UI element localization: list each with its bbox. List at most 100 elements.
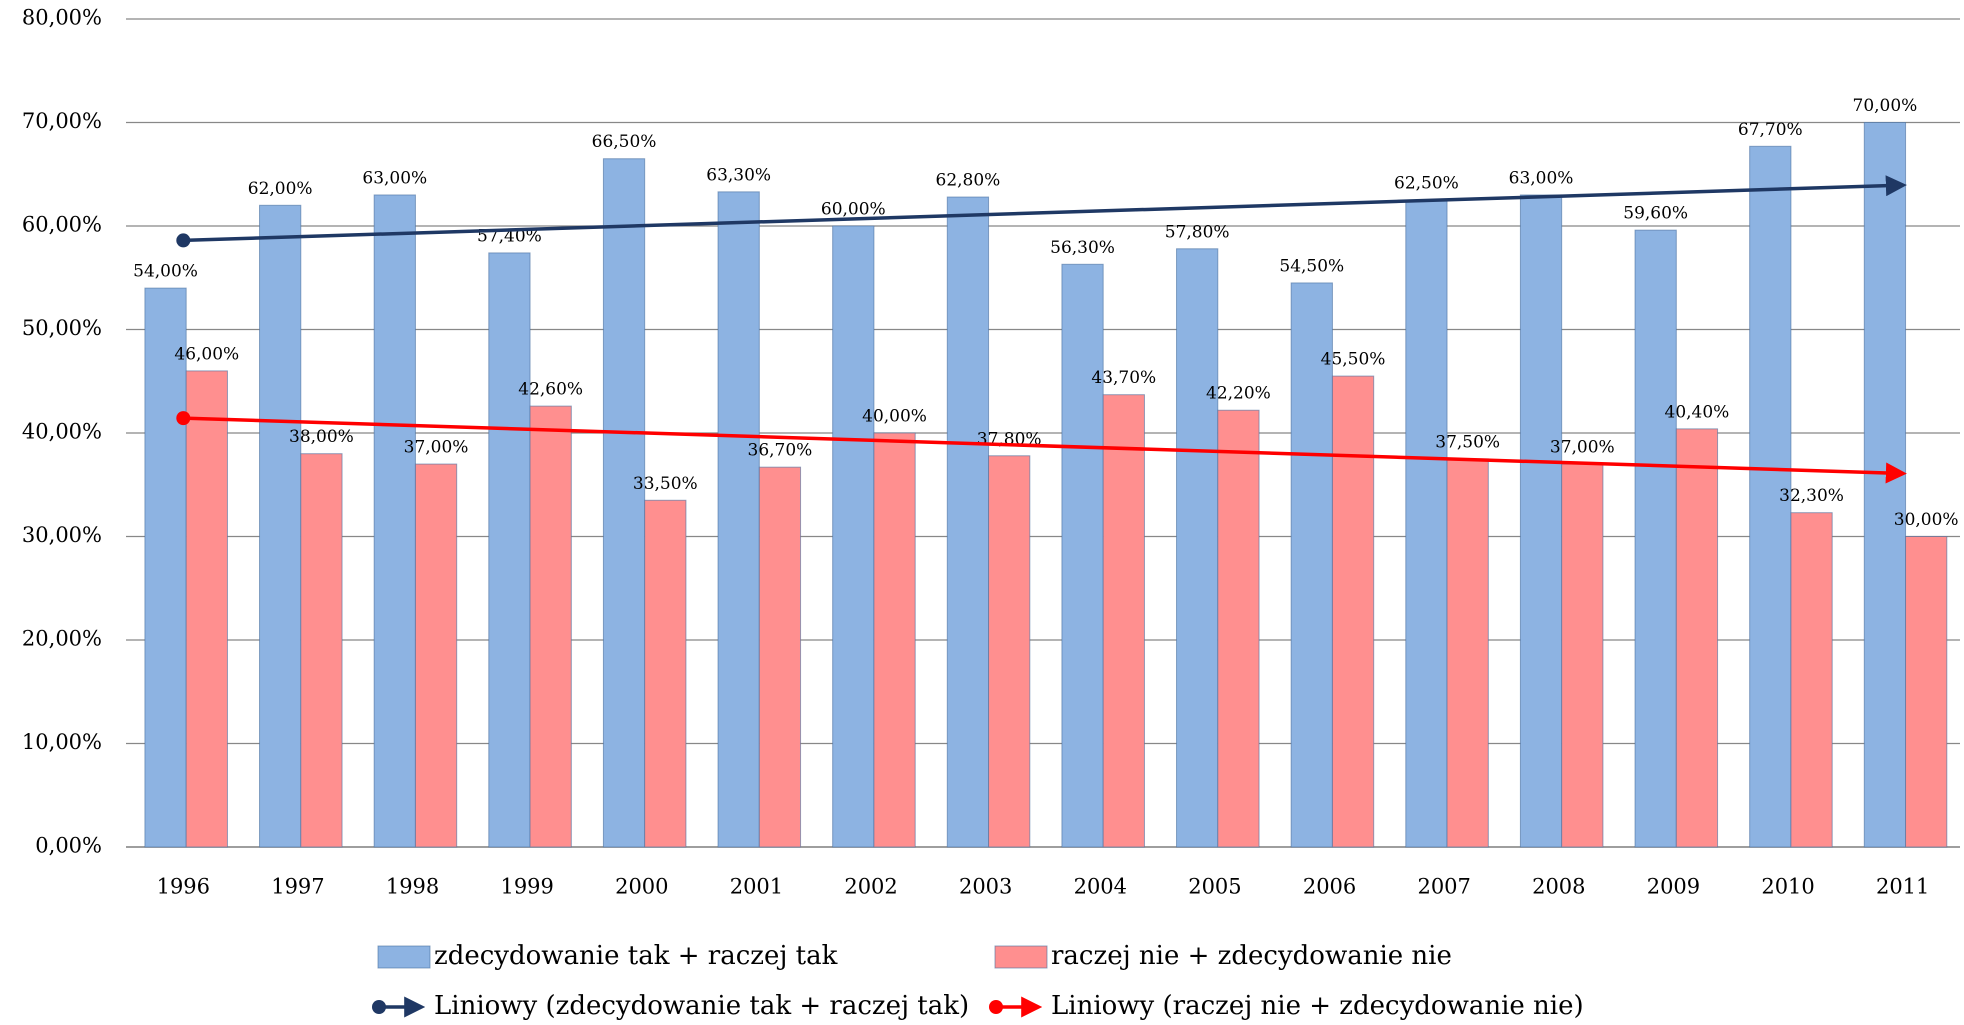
data-label: 60,00% <box>821 200 886 220</box>
data-label: 46,00% <box>174 344 239 364</box>
bar <box>1561 463 1604 848</box>
bar <box>259 204 302 848</box>
data-label: 66,50% <box>592 132 657 152</box>
legend-label: raczej nie + zdecydowanie nie <box>1051 941 1452 971</box>
data-label: 63,00% <box>362 168 427 188</box>
x-tick-label: 1999 <box>500 875 553 899</box>
data-label: 67,70% <box>1738 120 1803 140</box>
data-label: 38,00% <box>289 427 354 447</box>
data-label: 63,00% <box>1509 168 1574 188</box>
bar <box>1061 263 1104 848</box>
bar <box>488 252 531 848</box>
bar <box>873 432 916 848</box>
y-tick-label: 70,00% <box>22 109 102 133</box>
bar <box>758 466 802 848</box>
bar <box>373 194 416 848</box>
bar <box>1519 194 1563 848</box>
bar <box>185 370 228 848</box>
legend-trend-dot <box>372 1000 386 1014</box>
data-label: 40,40% <box>1665 402 1730 422</box>
x-tick-label: 2006 <box>1303 875 1356 899</box>
data-label: 54,00% <box>133 262 198 282</box>
data-label: 70,00% <box>1853 96 1918 116</box>
legend-label: zdecydowanie tak + raczej tak <box>434 941 838 971</box>
y-tick-label: 30,00% <box>22 523 102 547</box>
data-label: 33,50% <box>633 474 698 494</box>
data-label: 32,30% <box>1779 486 1844 506</box>
bar <box>1790 512 1833 848</box>
bar <box>1446 458 1489 848</box>
x-tick-label: 2004 <box>1074 875 1127 899</box>
x-tick-label: 2009 <box>1647 875 1700 899</box>
bar <box>1176 248 1219 848</box>
bar <box>602 158 646 848</box>
bar <box>988 455 1031 848</box>
bar <box>1290 282 1333 848</box>
trend-line <box>183 416 1907 484</box>
data-label: 42,60% <box>518 380 583 400</box>
x-tick-label: 1996 <box>157 875 210 899</box>
bar <box>529 405 572 848</box>
data-label: 62,80% <box>936 171 1001 191</box>
data-label: 45,50% <box>1321 350 1386 370</box>
bar <box>1749 145 1792 848</box>
bar <box>832 225 875 848</box>
data-label: 42,20% <box>1206 384 1271 404</box>
data-label: 37,00% <box>404 438 469 458</box>
bar <box>1331 375 1375 848</box>
x-tick-label: 1998 <box>386 875 439 899</box>
data-label: 62,50% <box>1394 174 1459 194</box>
legend-trend-dot <box>989 1000 1003 1014</box>
bar <box>414 463 458 848</box>
legend-swatch <box>377 945 431 969</box>
y-tick-label: 80,00% <box>22 6 102 30</box>
bar <box>300 453 343 848</box>
bar <box>717 191 760 848</box>
legend-label: Liniowy (zdecydowanie tak + raczej tak) <box>434 991 969 1021</box>
data-label: 36,70% <box>748 441 813 461</box>
legend-swatch <box>994 945 1048 969</box>
trend-start <box>176 233 191 248</box>
data-label: 54,50% <box>1279 256 1344 276</box>
x-tick-label: 2005 <box>1188 875 1241 899</box>
bar <box>1217 409 1260 848</box>
trend-line <box>183 175 1907 243</box>
y-tick-label: 50,00% <box>22 316 102 340</box>
data-label: 62,00% <box>248 179 313 199</box>
x-tick-label: 2010 <box>1761 875 1814 899</box>
data-label: 57,80% <box>1165 222 1230 242</box>
x-tick-label: 2000 <box>615 875 668 899</box>
x-tick-label: 2007 <box>1417 875 1470 899</box>
data-label: 56,30% <box>1050 238 1115 258</box>
bar <box>1634 229 1677 848</box>
bar <box>144 287 187 848</box>
bar <box>1405 199 1448 848</box>
bar <box>1675 428 1719 848</box>
x-tick-label: 2011 <box>1876 875 1929 899</box>
legend-label: Liniowy (raczej nie + zdecydowanie nie) <box>1051 991 1584 1021</box>
bar <box>1863 122 1907 848</box>
y-tick-label: 20,00% <box>22 627 102 651</box>
data-label: 30,00% <box>1894 510 1959 530</box>
data-label: 40,00% <box>862 407 927 427</box>
data-label: 37,50% <box>1435 432 1500 452</box>
x-tick-label: 2008 <box>1532 875 1585 899</box>
bar <box>946 196 990 848</box>
data-label: 43,70% <box>1091 368 1156 388</box>
y-tick-label: 0,00% <box>35 834 102 858</box>
bar <box>1102 394 1145 848</box>
data-label: 37,00% <box>1550 438 1615 458</box>
y-tick-label: 40,00% <box>22 420 102 444</box>
bar <box>644 499 687 848</box>
data-label: 63,30% <box>706 165 771 185</box>
data-label: 59,60% <box>1623 204 1688 224</box>
trend-start <box>176 411 191 426</box>
x-tick-label: 2001 <box>730 875 783 899</box>
x-tick-label: 2003 <box>959 875 1012 899</box>
y-tick-label: 10,00% <box>22 730 102 754</box>
bar <box>1905 536 1948 848</box>
y-tick-label: 60,00% <box>22 213 102 237</box>
x-tick-label: 2002 <box>844 875 897 899</box>
x-tick-label: 1997 <box>271 875 324 899</box>
